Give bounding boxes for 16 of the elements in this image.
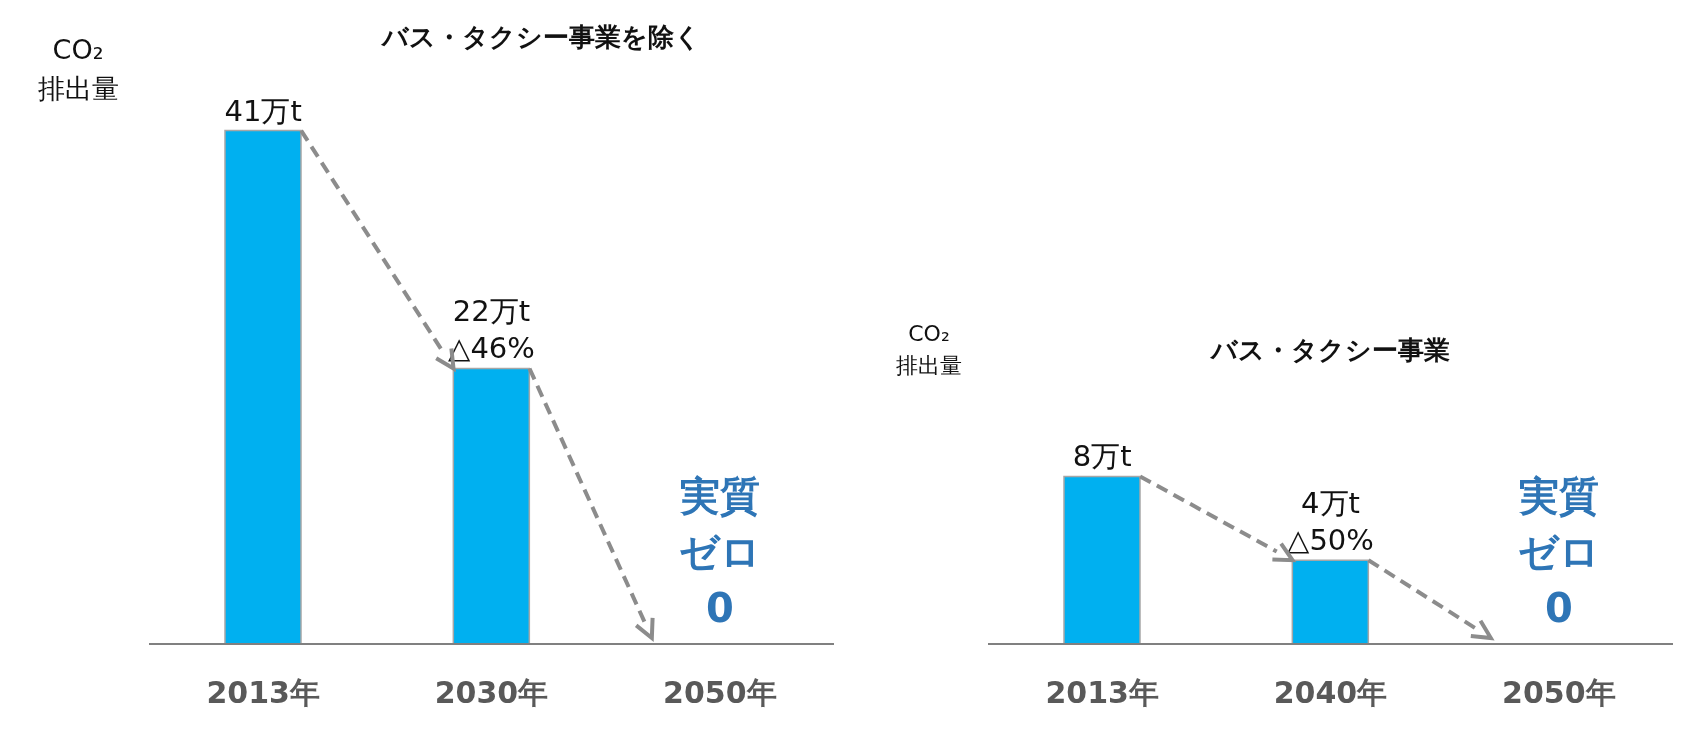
x-tick-label: 2013年 [1045, 675, 1159, 711]
data-label: 実質ゼロ 0 [1517, 473, 1600, 631]
x-tick-label: 2050年 [663, 675, 777, 711]
y-axis-title: CO₂ 排出量 [895, 320, 963, 380]
chart-title: バス・タクシー事業を除く [380, 21, 702, 54]
data-label: 4万t △50% [1287, 486, 1374, 558]
x-tick-label: 2050年 [1502, 675, 1616, 711]
x-tick-label: 2013年 [206, 675, 320, 711]
y-axis-title: CO₂ 排出量 [36, 33, 120, 107]
data-label: 22万t △46% [448, 294, 535, 366]
data-label: 8万t [1072, 439, 1132, 474]
x-tick-label: 2040年 [1273, 675, 1388, 711]
data-label: 41万t [224, 93, 302, 128]
data-label: 実質ゼロ 0 [678, 473, 761, 631]
x-tick-label: 2030年 [434, 675, 549, 711]
chart-title: バス・タクシー事業 [1209, 334, 1451, 367]
